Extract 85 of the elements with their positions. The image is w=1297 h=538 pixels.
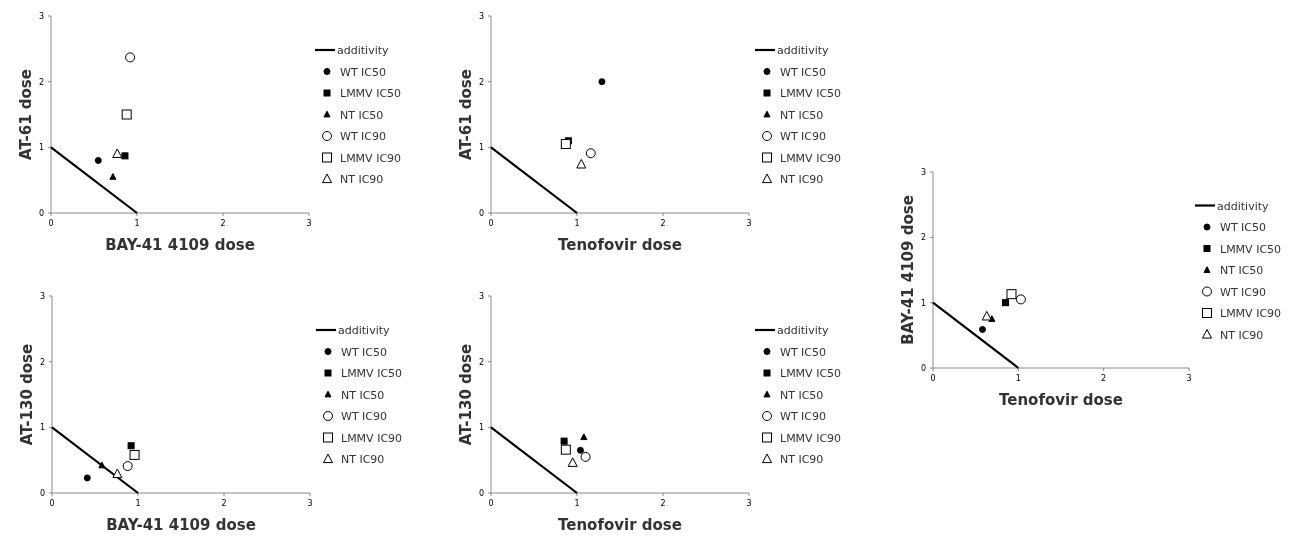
legend-label: WT IC90 <box>341 410 388 423</box>
y-tick-label: 2 <box>920 233 926 243</box>
y-tick-label: 0 <box>478 489 484 498</box>
x-tick-label: 3 <box>746 499 752 508</box>
legend-label: LMMV IC50 <box>341 367 403 380</box>
legend-label: NT IC50 <box>780 388 824 402</box>
x-tick-label: 1 <box>574 219 580 228</box>
y-tick-label: 0 <box>920 364 926 373</box>
x-axis-title: Tenofovir dose <box>558 516 682 534</box>
legend-label: WT IC50 <box>341 345 388 359</box>
y-tick-label: 0 <box>39 489 45 498</box>
legend-label: additivity <box>777 44 830 57</box>
legend-label: additivity <box>777 324 830 337</box>
legend-label: WT IC90 <box>780 410 827 423</box>
legend-label: NT IC90 <box>780 173 824 186</box>
legend-label: NT IC90 <box>1220 328 1264 342</box>
legend-label: NT IC50 <box>340 108 384 122</box>
x-axis-title: Tenofovir dose <box>999 391 1123 409</box>
legend-label: WT IC50 <box>780 65 827 79</box>
legend-label: NT IC90 <box>780 453 824 466</box>
legend-label: LMMV IC50 <box>1220 242 1282 256</box>
y-tick-label: 1 <box>478 423 484 433</box>
y-tick-label: 1 <box>38 143 44 153</box>
y-tick-label: 0 <box>38 209 44 218</box>
legend-label: LMMV IC90 <box>341 431 403 445</box>
legend-label: WT IC90 <box>340 130 387 143</box>
legend-label: WT IC90 <box>1220 285 1267 299</box>
legend-label: LMMV IC50 <box>780 87 842 100</box>
legend-label: additivity <box>338 324 391 337</box>
y-axis-title: BAY-41 4109 dose <box>899 195 917 345</box>
y-tick-label: 2 <box>478 357 484 367</box>
x-tick-label: 2 <box>220 219 226 228</box>
legend-label: NT IC90 <box>340 173 384 186</box>
x-tick-label: 3 <box>307 499 313 508</box>
y-axis-title: AT-61 dose <box>17 69 35 160</box>
x-tick-label: 1 <box>134 219 140 228</box>
x-tick-label: 3 <box>746 219 752 228</box>
x-tick-label: 1 <box>574 499 580 508</box>
x-axis-title: Tenofovir dose <box>558 236 682 254</box>
legend-label: NT IC50 <box>341 388 385 402</box>
x-tick-label: 2 <box>221 499 227 508</box>
y-tick-label: 3 <box>920 168 926 177</box>
legend-label: WT IC90 <box>780 130 827 143</box>
y-tick-label: 3 <box>478 12 484 21</box>
x-tick-label: 0 <box>488 219 494 228</box>
legend-label: NT IC50 <box>1220 264 1264 277</box>
legend-label: LMMV IC50 <box>780 367 842 380</box>
legend-label: WT IC50 <box>780 345 827 359</box>
x-tick-label: 0 <box>930 374 936 383</box>
y-tick-label: 2 <box>39 357 45 367</box>
y-axis-title: AT-61 dose <box>457 69 475 160</box>
legend-label: NT IC90 <box>341 453 385 466</box>
y-axis-title: AT-130 dose <box>457 343 475 446</box>
x-tick-label: 0 <box>49 499 55 508</box>
x-tick-label: 3 <box>1186 374 1192 383</box>
y-tick-label: 1 <box>478 143 484 153</box>
y-tick-label: 0 <box>478 209 484 218</box>
y-tick-label: 3 <box>478 292 484 301</box>
x-axis-title: BAY-41 4109 dose <box>106 516 256 534</box>
legend-label: LMMV IC90 <box>340 151 402 165</box>
y-tick-label: 1 <box>920 298 926 308</box>
legend-label: LMMV IC50 <box>340 87 402 100</box>
y-tick-label: 3 <box>39 292 45 301</box>
y-tick-label: 3 <box>38 12 44 21</box>
y-tick-label: 2 <box>38 77 44 87</box>
x-tick-label: 0 <box>488 499 494 508</box>
x-tick-label: 0 <box>48 219 54 228</box>
legend-label: LMMV IC90 <box>780 431 842 445</box>
legend-label: WT IC50 <box>1220 221 1267 234</box>
legend-label: LMMV IC90 <box>780 151 842 165</box>
legend-label: additivity <box>1217 199 1270 213</box>
x-tick-label: 1 <box>1015 374 1021 383</box>
legend-label: WT IC50 <box>340 65 387 79</box>
x-axis-title: BAY-41 4109 dose <box>105 236 255 254</box>
y-tick-label: 1 <box>39 423 45 433</box>
y-axis-title: AT-130 dose <box>18 343 36 446</box>
legend-label: additivity <box>337 44 390 57</box>
x-tick-label: 1 <box>135 499 141 508</box>
legend-label: NT IC50 <box>780 108 824 122</box>
x-tick-label: 3 <box>306 219 312 228</box>
legend-label: LMMV IC90 <box>1220 307 1282 320</box>
x-tick-label: 2 <box>660 499 666 508</box>
x-tick-label: 2 <box>660 219 666 228</box>
x-tick-label: 2 <box>1101 374 1107 383</box>
y-tick-label: 2 <box>478 77 484 87</box>
